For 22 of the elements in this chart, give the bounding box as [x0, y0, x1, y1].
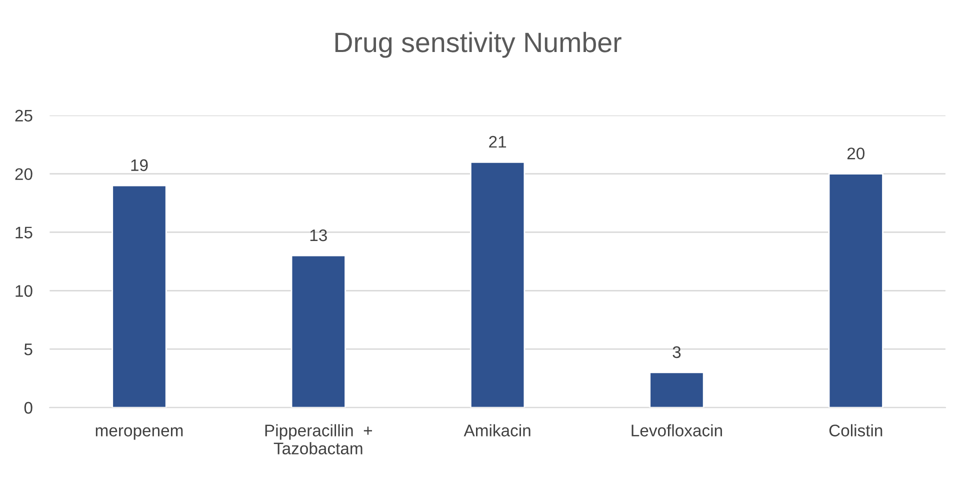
bar: [470, 161, 526, 408]
data-label: 21: [489, 136, 506, 148]
bar: [290, 254, 346, 408]
x-tick-label: Levofloxacin: [632, 424, 722, 436]
data-label: 13: [310, 229, 327, 242]
data-label: 3: [672, 346, 681, 358]
chart-title: Drug senstivity Number: [335, 32, 622, 58]
y-tick-label: 15: [16, 226, 32, 238]
data-label: 19: [131, 159, 148, 172]
y-tick-label: 25: [15, 110, 32, 122]
y-tick-label: 20: [15, 168, 32, 180]
y-tick-label: 10: [16, 285, 32, 297]
y-tick-label: 5: [24, 344, 32, 356]
x-tick-label: Colistin: [829, 424, 882, 436]
bar: [649, 372, 704, 408]
bar: [828, 173, 884, 408]
bar: [112, 184, 167, 408]
x-tick-label: Pipperacillin + Tazobactam: [265, 424, 372, 454]
y-tick-label: 0: [24, 402, 32, 414]
data-label: 20: [847, 148, 864, 160]
x-tick-label: meropenem: [96, 427, 183, 440]
x-tick-label: Amikacin: [464, 424, 530, 436]
